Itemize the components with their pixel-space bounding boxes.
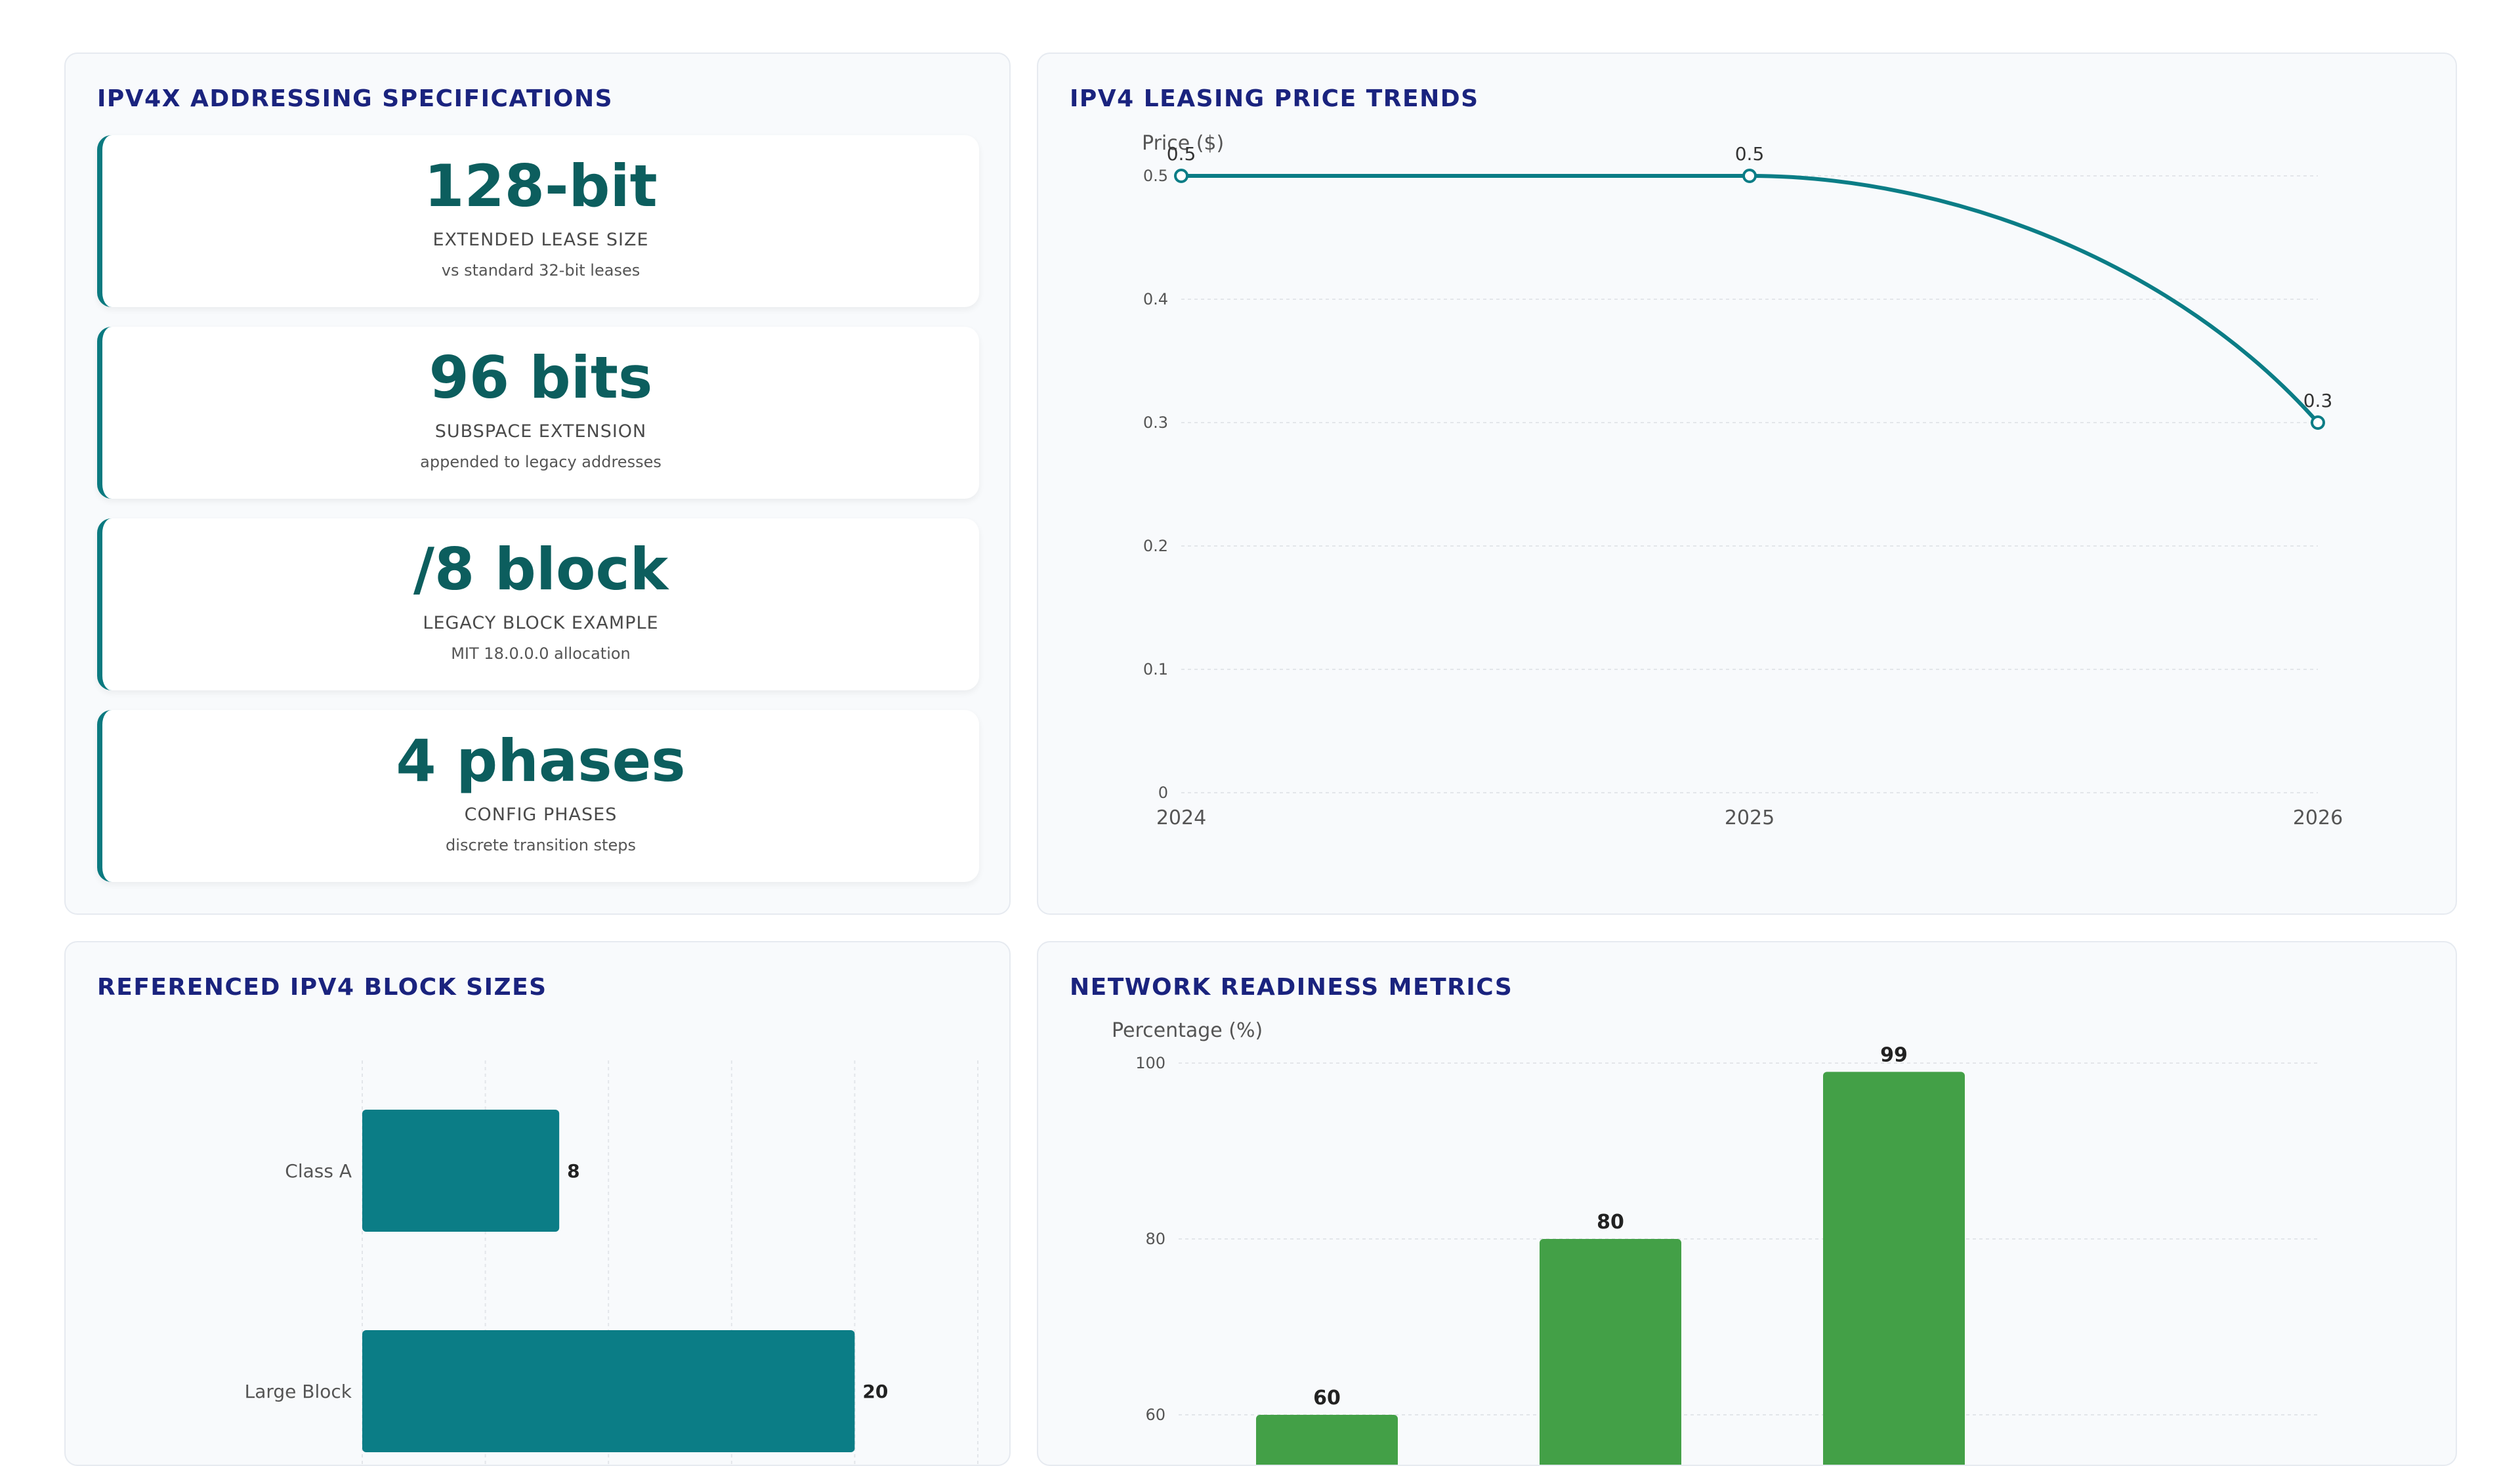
block-sizes-bar-chart: Class A 8 Large Block 20 <box>245 1060 978 1465</box>
x-tick-label: 2024 <box>1156 806 1206 829</box>
y-tick-label: 80 <box>1145 1230 1166 1248</box>
bar <box>1823 1072 1965 1465</box>
bar-value-label: 8 <box>567 1160 579 1182</box>
block-sizes-title: REFERENCED IPV4 BLOCK SIZES <box>97 974 547 1001</box>
y-tick-label: 0.2 <box>1143 537 1168 555</box>
spec-card: 96 bits SUBSPACE EXTENSION appended to l… <box>97 327 979 499</box>
spec-label: SUBSPACE EXTENSION <box>434 421 647 442</box>
spec-value: /8 block <box>413 535 669 603</box>
bar-value-label: 20 <box>862 1381 888 1402</box>
price-trends-panel: IPV4 LEASING PRICE TRENDS 0 0.1 0.2 0.3 0.4 0… <box>1037 52 2457 915</box>
bar-value-label: 60 <box>1313 1387 1341 1410</box>
spec-value: 128-bit <box>424 152 658 220</box>
bar <box>1256 1415 1398 1465</box>
y-axis-label: Percentage (%) <box>1112 1019 1263 1042</box>
block-sizes-panel: REFERENCED IPV4 BLOCK SIZES Class A 8 Larg… <box>64 941 1011 1466</box>
readiness-bar-chart: 60 80 100 Percentage (%) 60 80 99 <box>1112 1019 2318 1465</box>
y-tick-label: 0.5 <box>1143 167 1168 185</box>
spec-card: /8 block LEGACY BLOCK EXAMPLE MIT 18.0.0… <box>97 518 979 690</box>
data-point <box>1174 169 1188 183</box>
bar <box>1540 1239 1681 1465</box>
spec-card: 4 phases CONFIG PHASES discrete transiti… <box>97 710 979 882</box>
specs-panel: IPV4X ADDRESSING SPECIFICATIONS 128-bit … <box>64 52 1011 915</box>
x-tick-label: 2025 <box>1725 806 1774 829</box>
spec-card: 128-bit EXTENDED LEASE SIZE vs standard … <box>97 135 979 307</box>
price-trends-title: IPV4 LEASING PRICE TRENDS <box>1070 85 1479 112</box>
spec-desc: discrete transition steps <box>446 836 636 854</box>
specs-panel-title: IPV4X ADDRESSING SPECIFICATIONS <box>97 85 614 112</box>
bar <box>362 1330 855 1452</box>
spec-desc: MIT 18.0.0.0 allocation <box>451 644 631 663</box>
bar <box>362 1110 560 1232</box>
spec-value: 4 phases <box>396 727 686 795</box>
data-label: 0.3 <box>2303 390 2333 411</box>
data-point <box>2311 415 2325 430</box>
category-label: Large Block <box>245 1381 352 1402</box>
bar-value-label: 80 <box>1597 1211 1624 1234</box>
spec-label: CONFIG PHASES <box>464 805 618 825</box>
category-label: Class A <box>285 1160 352 1182</box>
y-tick-label: 100 <box>1135 1054 1166 1072</box>
data-label: 0.5 <box>1167 143 1196 165</box>
bar-value-label: 99 <box>1880 1043 1908 1066</box>
spec-label: LEGACY BLOCK EXAMPLE <box>423 613 659 633</box>
spec-desc: vs standard 32-bit leases <box>441 261 640 280</box>
y-tick-label: 0 <box>1158 784 1168 802</box>
y-axis-label: Price ($) <box>1142 132 1224 155</box>
y-tick-label: 60 <box>1145 1406 1166 1424</box>
price-series-line <box>1181 174 2320 424</box>
spec-value: 96 bits <box>429 344 653 411</box>
spec-desc: appended to legacy addresses <box>420 453 662 471</box>
x-tick-label: 2026 <box>2293 806 2343 829</box>
y-tick-label: 0.1 <box>1143 660 1168 679</box>
data-label: 0.5 <box>1735 143 1765 165</box>
readiness-title: NETWORK READINESS METRICS <box>1070 974 1513 1001</box>
spec-label: EXTENDED LEASE SIZE <box>432 230 649 250</box>
data-point <box>1742 169 1757 183</box>
y-tick-label: 0.4 <box>1143 290 1168 308</box>
readiness-panel: NETWORK READINESS METRICS 60 80 100 Percent… <box>1037 941 2457 1466</box>
y-tick-label: 0.3 <box>1143 413 1168 432</box>
